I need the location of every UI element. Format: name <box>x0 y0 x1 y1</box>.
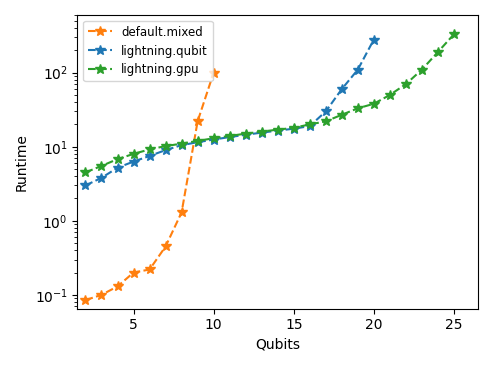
lightning.qubit <box>307 124 313 128</box>
lightning.qubit <box>227 135 233 139</box>
lightning.gpu <box>114 157 120 161</box>
lightning.gpu <box>387 93 393 97</box>
lightning.qubit <box>355 68 361 72</box>
default.mixed <box>195 119 201 124</box>
lightning.gpu <box>195 139 201 143</box>
lightning.gpu <box>131 152 137 156</box>
Y-axis label: Runtime: Runtime <box>15 133 29 191</box>
lightning.gpu <box>419 68 425 72</box>
lightning.qubit <box>371 37 377 42</box>
default.mixed <box>146 267 152 272</box>
lightning.gpu <box>451 32 457 36</box>
Line: lightning.qubit: lightning.qubit <box>81 34 379 190</box>
default.mixed <box>99 292 105 297</box>
default.mixed <box>178 210 184 215</box>
lightning.gpu <box>435 50 441 54</box>
lightning.qubit <box>259 130 265 135</box>
default.mixed <box>163 244 169 249</box>
lightning.qubit <box>243 132 248 137</box>
lightning.qubit <box>99 176 105 180</box>
lightning.qubit <box>195 140 201 145</box>
lightning.gpu <box>355 106 361 110</box>
lightning.gpu <box>403 82 409 86</box>
lightning.qubit <box>114 166 120 170</box>
lightning.qubit <box>146 154 152 158</box>
lightning.qubit <box>323 109 329 113</box>
lightning.gpu <box>323 119 329 124</box>
lightning.qubit <box>339 87 345 91</box>
lightning.gpu <box>99 164 105 168</box>
lightning.gpu <box>178 141 184 146</box>
lightning.gpu <box>227 134 233 138</box>
lightning.gpu <box>259 130 265 134</box>
lightning.qubit <box>211 137 216 142</box>
lightning.qubit <box>178 143 184 147</box>
lightning.gpu <box>82 170 88 175</box>
lightning.gpu <box>211 136 216 141</box>
lightning.qubit <box>275 128 281 133</box>
lightning.qubit <box>131 159 137 164</box>
lightning.gpu <box>307 122 313 127</box>
lightning.qubit <box>291 127 297 131</box>
lightning.gpu <box>243 131 248 136</box>
lightning.gpu <box>371 102 377 106</box>
lightning.gpu <box>291 126 297 130</box>
default.mixed <box>82 298 88 302</box>
lightning.qubit <box>82 183 88 188</box>
lightning.gpu <box>275 127 281 132</box>
lightning.gpu <box>339 113 345 117</box>
default.mixed <box>211 70 216 75</box>
default.mixed <box>131 270 137 275</box>
Line: lightning.gpu: lightning.gpu <box>81 29 459 177</box>
Line: default.mixed: default.mixed <box>81 68 218 305</box>
default.mixed <box>114 284 120 288</box>
X-axis label: Qubits: Qubits <box>255 338 300 352</box>
lightning.gpu <box>146 147 152 152</box>
lightning.gpu <box>163 144 169 148</box>
Legend: default.mixed, lightning.qubit, lightning.gpu: default.mixed, lightning.qubit, lightnin… <box>83 21 212 81</box>
lightning.qubit <box>163 148 169 152</box>
